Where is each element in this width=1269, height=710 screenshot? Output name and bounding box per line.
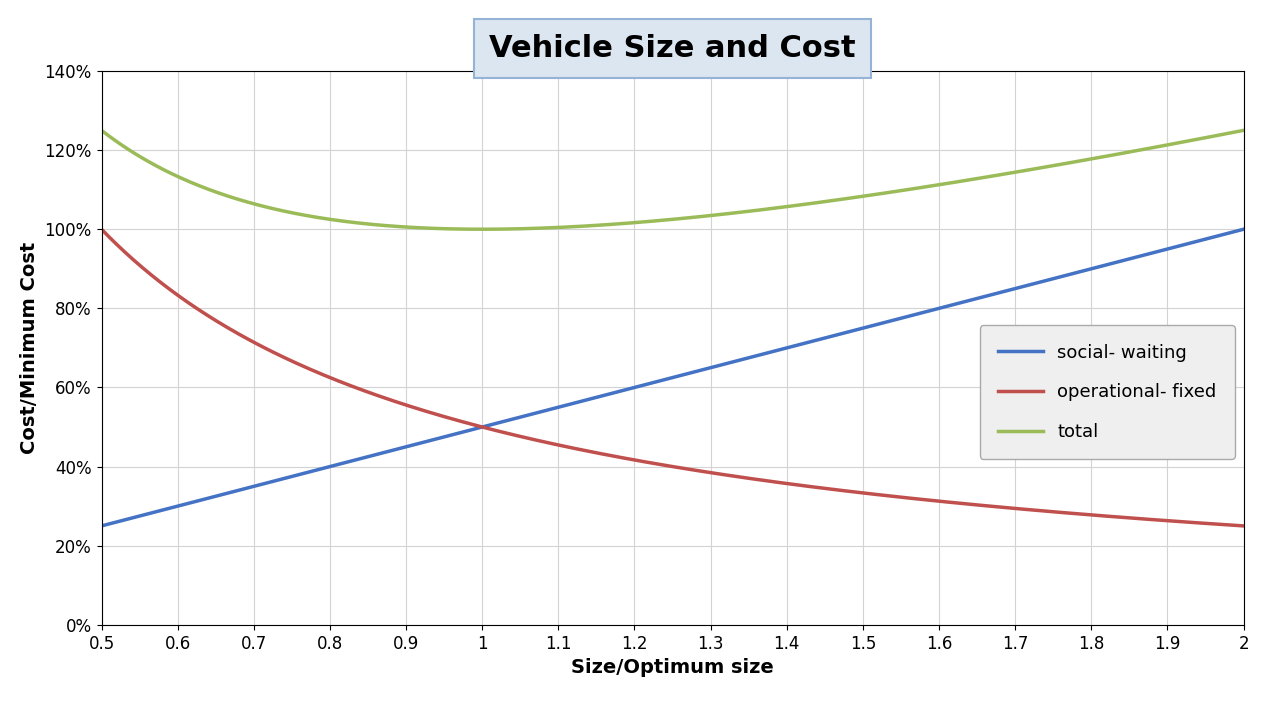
social- waiting — [1236, 225, 1251, 234]
total — [714, 210, 730, 219]
operational- fixed — [94, 225, 109, 234]
operational- fixed — [1208, 520, 1223, 528]
Y-axis label: Cost/Minimum Cost: Cost/Minimum Cost — [20, 242, 39, 454]
Line: total: total — [102, 131, 1244, 229]
operational- fixed — [1030, 506, 1046, 515]
total — [638, 217, 654, 226]
operational- fixed — [1236, 522, 1251, 530]
total — [1211, 131, 1226, 139]
operational- fixed — [643, 459, 659, 467]
total — [775, 203, 791, 212]
operational- fixed — [774, 479, 789, 487]
social- waiting — [1030, 278, 1046, 287]
total — [94, 126, 109, 135]
Legend: social- waiting, operational- fixed, total: social- waiting, operational- fixed, tot… — [980, 325, 1235, 459]
Line: operational- fixed: operational- fixed — [102, 229, 1244, 526]
total — [1032, 164, 1047, 173]
Line: social- waiting: social- waiting — [102, 229, 1244, 526]
total — [1236, 126, 1251, 135]
X-axis label: Size/Optimum size: Size/Optimum size — [571, 658, 774, 677]
social- waiting — [774, 345, 789, 354]
total — [473, 225, 489, 234]
operational- fixed — [712, 470, 727, 479]
social- waiting — [712, 361, 727, 370]
social- waiting — [636, 381, 651, 389]
Title: Vehicle Size and Cost: Vehicle Size and Cost — [490, 34, 855, 63]
social- waiting — [94, 522, 109, 530]
social- waiting — [1208, 232, 1223, 241]
operational- fixed — [636, 457, 651, 466]
total — [646, 217, 661, 225]
social- waiting — [643, 379, 659, 388]
